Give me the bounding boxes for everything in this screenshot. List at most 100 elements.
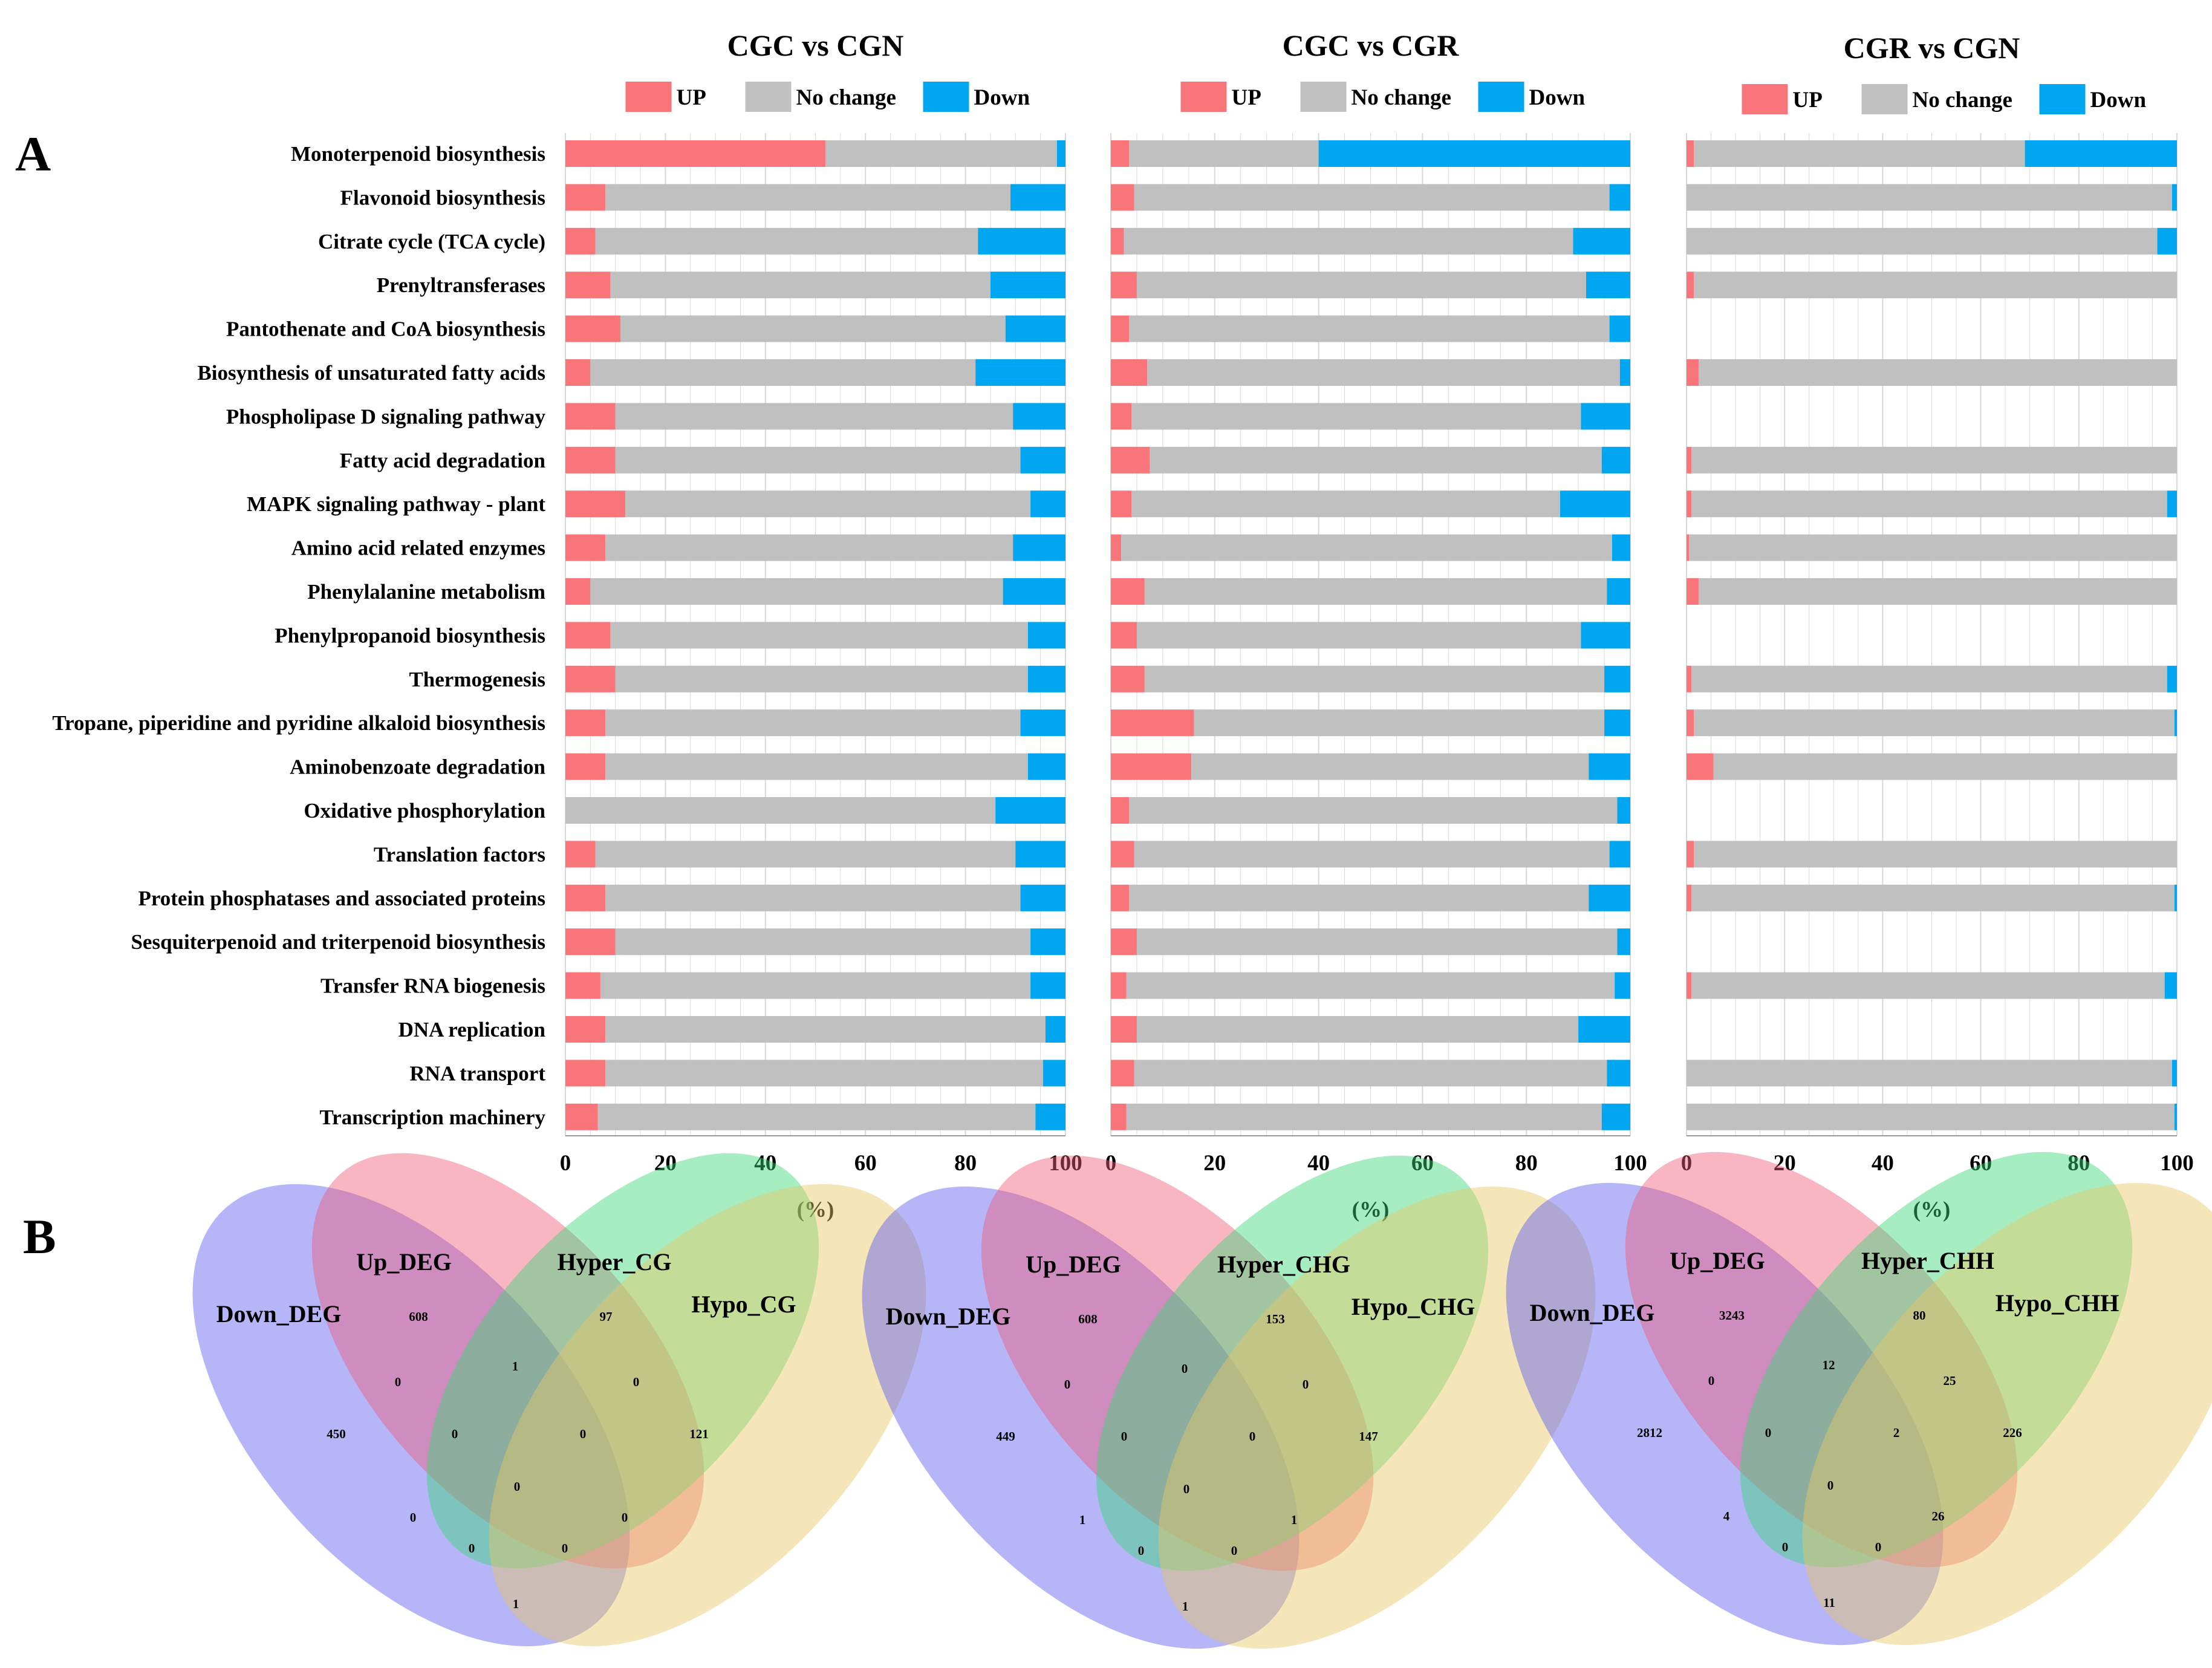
bar-segment xyxy=(2174,884,2177,911)
bar-segment xyxy=(605,534,1013,561)
bar-segment xyxy=(2174,709,2177,737)
bar-segment xyxy=(1687,534,1690,561)
x-tick-label: 40 xyxy=(1307,1151,1330,1176)
bar-segment xyxy=(565,490,626,518)
pathway-label: Flavonoid biosynthesis xyxy=(340,186,545,209)
bar-segment xyxy=(1607,578,1630,605)
bar-segment xyxy=(1619,359,1630,386)
legend-label: Down xyxy=(2090,88,2147,112)
legend-label: No change xyxy=(796,85,896,110)
bar-segment xyxy=(1687,359,1699,386)
bar-segment xyxy=(1694,709,2175,737)
venn-region-count: 450 xyxy=(327,1427,346,1441)
x-tick-label: 100 xyxy=(1049,1151,1082,1176)
bar-segment xyxy=(1129,797,1618,824)
legend-swatch xyxy=(1742,84,1788,114)
pathway-label: Sesquiterpenoid and triterpenoid biosynt… xyxy=(131,930,545,954)
venn-region-count: 0 xyxy=(395,1375,402,1389)
bar-segment xyxy=(1134,841,1610,868)
venn-ellipse xyxy=(1740,1152,2133,1568)
venn-region-count: 25 xyxy=(1944,1373,1956,1388)
bar-segment xyxy=(625,490,1031,518)
bar-segment xyxy=(1111,140,1130,167)
legend-swatch xyxy=(1300,82,1347,112)
bar-segment xyxy=(1191,753,1589,780)
pathway-label: Citrate cycle (TCA cycle) xyxy=(318,230,545,253)
venn-region-count: 0 xyxy=(1249,1429,1256,1444)
bar-segment xyxy=(1581,622,1630,649)
bar-segment xyxy=(2171,1060,2177,1087)
bar-segment xyxy=(1136,272,1586,299)
bar-segment xyxy=(595,841,1016,868)
bar-segment xyxy=(1027,753,1065,780)
pathway-label: Monoterpenoid biosynthesis xyxy=(291,142,545,166)
pathway-label: Phospholipase D signaling pathway xyxy=(226,405,546,428)
bar-segment xyxy=(1111,578,1145,605)
venn-region-count: 0 xyxy=(452,1427,458,1441)
x-tick-label: 80 xyxy=(2067,1151,2090,1176)
x-tick-label: 20 xyxy=(1203,1151,1226,1176)
bar-segment xyxy=(1111,1060,1134,1087)
venn-set-label: Hypo_CHG xyxy=(1352,1293,1475,1320)
bar-segment xyxy=(1111,797,1130,824)
bar-segment xyxy=(1150,446,1602,474)
bar-segment xyxy=(825,140,1057,167)
pathway-label: DNA replication xyxy=(398,1018,545,1041)
bar-segment xyxy=(1687,578,1699,605)
venn-region-count: 0 xyxy=(1182,1361,1188,1376)
venn-set-label: Down_DEG xyxy=(216,1300,342,1328)
bar-segment xyxy=(1586,272,1630,299)
venn-region-count: 0 xyxy=(1231,1543,1238,1558)
chart-title: CGR vs CGN xyxy=(1844,31,2020,65)
bar-segment xyxy=(565,622,611,649)
bar-segment xyxy=(565,1060,606,1087)
bar-segment xyxy=(995,797,1065,824)
bar-segment xyxy=(1604,665,1630,692)
bar-segment xyxy=(1111,446,1150,474)
bar-segment xyxy=(1111,928,1137,956)
venn-region-count: 2812 xyxy=(1637,1425,1662,1440)
bar-segment xyxy=(565,359,591,386)
x-tick-label: 0 xyxy=(1681,1151,1693,1176)
bar-segment xyxy=(1617,797,1630,824)
bar-segment xyxy=(1713,753,2177,780)
bar-segment xyxy=(1015,841,1065,868)
venn-ellipse xyxy=(1506,1182,1944,1646)
chart-panel: CGR vs CGN UP No change Down 0 20 40 60 80 100 (%) xyxy=(1681,31,2194,1222)
pathway-label: Biosynthesis of unsaturated fatty acids xyxy=(197,361,545,385)
bar-segment xyxy=(1691,972,2165,999)
bar-segment xyxy=(565,140,826,167)
venn-region-count: 147 xyxy=(1359,1429,1378,1444)
chart-panel: CGC vs CGR UP No change Down 0 20 40 60 80 100 (%) xyxy=(1105,28,1647,1222)
bar-segment xyxy=(615,403,1013,430)
bar-segment xyxy=(978,227,1065,255)
bar-segment xyxy=(1615,972,1630,999)
venn-ellipse xyxy=(862,1186,1300,1649)
bar-segment xyxy=(1013,403,1065,430)
bar-segment xyxy=(597,1103,1036,1130)
venn-region-count: 0 xyxy=(1303,1377,1309,1392)
bar-segment xyxy=(1687,1103,2175,1130)
bar-segment xyxy=(605,184,1011,211)
bar-segment xyxy=(975,359,1065,386)
pathway-labels: Monoterpenoid biosynthesis Flavonoid bios… xyxy=(52,142,545,1129)
bar-segment xyxy=(1111,359,1148,386)
venn-set-label: Hypo_CHH xyxy=(1996,1289,2119,1317)
bar-segment xyxy=(1699,359,2177,386)
pathway-label: Protein phosphatases and associated prot… xyxy=(138,887,545,910)
bar-segment xyxy=(1056,140,1065,167)
venn-region-count: 0 xyxy=(1121,1429,1128,1444)
x-tick-label: 20 xyxy=(654,1151,677,1176)
venn-region-count: 11 xyxy=(1823,1595,1835,1610)
bar-segment xyxy=(1131,490,1561,518)
venn-region-count: 4 xyxy=(1723,1509,1730,1523)
legend-swatch xyxy=(2039,84,2086,114)
bar-segment xyxy=(2174,1103,2177,1130)
bar-segment xyxy=(1609,184,1630,211)
bar-segment xyxy=(1691,665,2167,692)
x-tick-label: 80 xyxy=(954,1151,977,1176)
bar-segment xyxy=(565,534,606,561)
bar-segment xyxy=(1687,709,1694,737)
x-tick-label: 100 xyxy=(1613,1151,1647,1176)
